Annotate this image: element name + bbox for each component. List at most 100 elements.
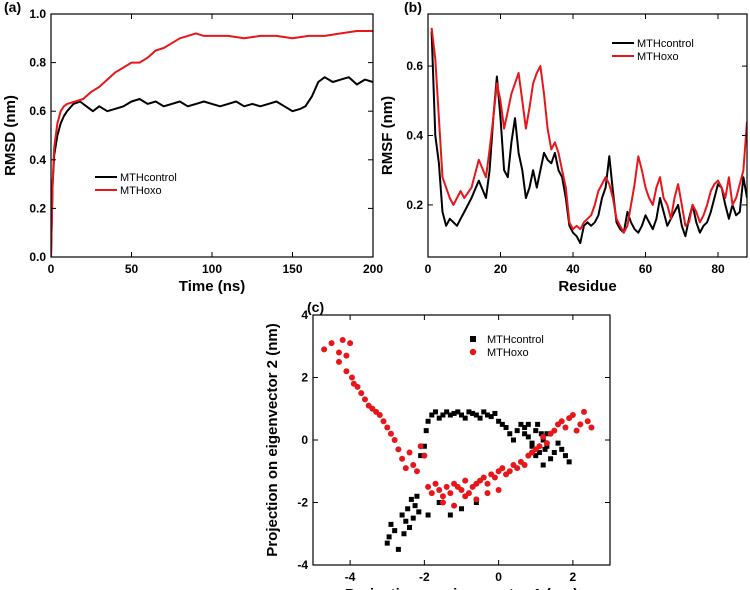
y-tick-label: -4 bbox=[297, 558, 308, 572]
legend-label: MTHoxo bbox=[637, 51, 679, 63]
y-tick-label: 0.2 bbox=[29, 201, 46, 215]
point-mthcontrol bbox=[399, 512, 405, 518]
point-mthcontrol bbox=[562, 453, 568, 459]
point-mthoxo bbox=[484, 490, 491, 497]
point-mthcontrol bbox=[459, 506, 464, 512]
point-mthoxo bbox=[588, 424, 595, 431]
point-mthcontrol bbox=[410, 515, 416, 521]
point-mthcontrol bbox=[423, 428, 429, 434]
y-axis-title: RMSF (nm) bbox=[379, 96, 396, 175]
plot-frame bbox=[50, 13, 374, 258]
legend-label: MTHoxo bbox=[487, 347, 529, 359]
point-mthoxo bbox=[540, 433, 547, 440]
point-mthcontrol bbox=[386, 534, 392, 540]
point-mthcontrol bbox=[540, 437, 546, 443]
point-mthoxo bbox=[506, 468, 513, 475]
point-mthoxo bbox=[425, 483, 432, 490]
point-mthcontrol bbox=[436, 500, 442, 505]
point-mthoxo bbox=[410, 462, 417, 468]
point-mthcontrol bbox=[488, 414, 494, 420]
point-mthoxo bbox=[451, 502, 458, 509]
point-mthcontrol bbox=[538, 431, 544, 437]
point-mthoxo bbox=[584, 418, 591, 425]
point-mthcontrol bbox=[455, 409, 461, 415]
x-tick-label: 2 bbox=[570, 570, 577, 584]
series-line-mthcontrol bbox=[51, 76, 373, 257]
point-mthcontrol bbox=[433, 409, 439, 415]
point-mthoxo bbox=[328, 340, 335, 347]
point-mthcontrol bbox=[459, 412, 464, 418]
point-mthoxo bbox=[343, 368, 350, 375]
point-mthoxo bbox=[421, 452, 428, 459]
point-mthoxo bbox=[558, 418, 565, 425]
point-mthcontrol bbox=[425, 418, 431, 424]
point-mthoxo bbox=[417, 443, 424, 450]
point-mthoxo bbox=[428, 490, 435, 497]
point-mthoxo bbox=[335, 349, 342, 356]
point-mthcontrol bbox=[510, 437, 516, 443]
point-mthcontrol bbox=[555, 440, 561, 446]
y-axis-title: RMSD (nm) bbox=[2, 95, 19, 176]
point-mthcontrol bbox=[544, 443, 550, 449]
point-mthcontrol bbox=[542, 446, 548, 452]
y-tick-label: 1.0 bbox=[29, 7, 46, 21]
point-mthcontrol bbox=[507, 431, 513, 437]
x-tick-label: -2 bbox=[419, 570, 430, 584]
point-mthcontrol bbox=[551, 450, 557, 455]
point-mthcontrol bbox=[559, 446, 565, 452]
x-axis-title: Time (ns) bbox=[179, 278, 245, 295]
panel-c: -4 -2 0 2 -4 -2 0 2 4 Projection on eigenvector 1… bbox=[264, 299, 611, 590]
point-mthoxo bbox=[406, 449, 413, 456]
point-mthoxo bbox=[402, 465, 409, 472]
x-tick-label: 200 bbox=[363, 262, 383, 276]
y-tick-label: 0 bbox=[301, 433, 308, 447]
panel-a: 0 50 100 150 200 0.0 0.2 0.4 0.6 0.8 1.0 Time (ns) R… bbox=[2, 0, 383, 295]
point-mthcontrol bbox=[473, 500, 479, 505]
series-group bbox=[51, 30, 373, 257]
point-mthcontrol bbox=[447, 512, 453, 518]
point-mthcontrol bbox=[477, 415, 483, 421]
series-line-mthoxo bbox=[51, 30, 373, 257]
point-mthcontrol bbox=[440, 412, 446, 418]
point-mthoxo bbox=[573, 427, 580, 434]
legend-label: MTHcontrol bbox=[487, 334, 544, 346]
point-mthoxo bbox=[439, 493, 446, 500]
point-mthoxo bbox=[387, 430, 394, 437]
legend-label: MTHcontrol bbox=[120, 172, 177, 184]
y-tick-label: 2 bbox=[301, 371, 308, 385]
point-mthcontrol bbox=[421, 443, 427, 449]
point-mthoxo bbox=[321, 346, 328, 353]
point-mthoxo bbox=[499, 465, 506, 472]
point-mthoxo bbox=[335, 358, 342, 365]
point-mthoxo bbox=[462, 493, 469, 500]
point-mthoxo bbox=[395, 446, 402, 453]
point-mthcontrol bbox=[405, 506, 411, 512]
y-tick-label: 0.2 bbox=[406, 198, 423, 212]
point-mthcontrol bbox=[481, 409, 487, 415]
x-tick-label: 150 bbox=[282, 262, 302, 276]
x-axis-title: Projection on eigenvector 1 (nm) bbox=[345, 586, 578, 590]
x-tick-label: 0 bbox=[48, 262, 55, 276]
point-mthcontrol bbox=[470, 410, 476, 416]
point-mthoxo bbox=[391, 437, 398, 443]
y-tick-label: 4 bbox=[301, 308, 308, 322]
point-mthcontrol bbox=[403, 518, 409, 524]
point-mthcontrol bbox=[522, 431, 528, 437]
point-mthcontrol bbox=[536, 450, 542, 455]
point-mthoxo bbox=[473, 496, 480, 503]
x-tick-label: 50 bbox=[125, 262, 139, 276]
point-mthcontrol bbox=[548, 456, 554, 462]
point-mthcontrol bbox=[447, 412, 453, 418]
point-mthoxo bbox=[577, 421, 584, 428]
point-mthcontrol bbox=[466, 409, 472, 415]
y-tick-label: -2 bbox=[297, 496, 308, 510]
point-mthcontrol bbox=[408, 496, 414, 502]
point-mthoxo bbox=[380, 418, 387, 425]
point-mthcontrol bbox=[388, 521, 394, 527]
point-mthoxo bbox=[462, 477, 469, 484]
series-group bbox=[321, 337, 595, 552]
panel-label: (b) bbox=[404, 0, 422, 15]
